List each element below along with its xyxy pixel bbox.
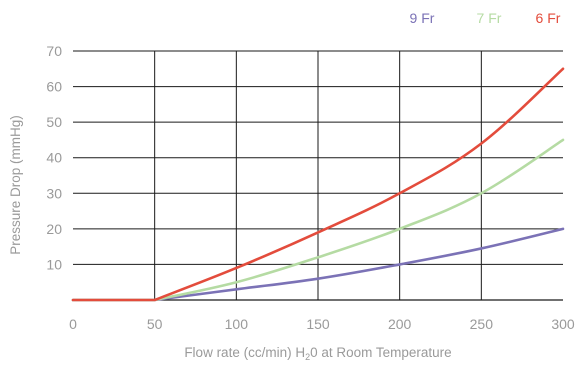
series-line-7-fr	[71, 138, 565, 302]
series-line-9-fr	[71, 227, 565, 302]
y-tick-label: 70	[46, 43, 62, 59]
x-tick-label: 100	[225, 316, 249, 332]
y-tick-label: 20	[46, 221, 62, 237]
series-line-6-fr	[71, 67, 565, 302]
x-tick-label: 300	[551, 316, 575, 332]
x-tick-label: 50	[147, 316, 163, 332]
x-tick-label: 150	[306, 316, 330, 332]
series-layer	[71, 67, 565, 302]
x-axis-title-rest: 0 at Room Temperature	[310, 345, 452, 360]
x-axis-title-subscript: 2	[305, 352, 310, 362]
y-axis-title: Pressure Drop (mmHg)	[8, 115, 23, 255]
axis-layer: 10 20 30 40 50 60 70 0 50 100 150 200 250 300	[46, 43, 574, 332]
y-tick-label: 30	[46, 185, 62, 201]
x-axis-title-main: Flow rate (cc/min) H	[184, 345, 305, 360]
y-tick-label: 60	[46, 79, 62, 95]
legend-item-9-fr: 9 Fr	[410, 10, 435, 26]
x-tick-label: 250	[470, 316, 494, 332]
grid-layer	[73, 50, 563, 300]
legend-item-7-fr: 7 Fr	[477, 10, 502, 26]
legend: 9 Fr 7 Fr 6 Fr	[410, 10, 561, 26]
x-tick-label: 0	[69, 316, 77, 332]
y-tick-label: 50	[46, 114, 62, 130]
y-tick-label: 10	[46, 256, 62, 272]
y-tick-label: 40	[46, 150, 62, 166]
legend-item-6-fr: 6 Fr	[536, 10, 561, 26]
x-tick-label: 200	[388, 316, 412, 332]
x-axis-title: Flow rate (cc/min) H20 at Room Temperatu…	[184, 345, 451, 362]
